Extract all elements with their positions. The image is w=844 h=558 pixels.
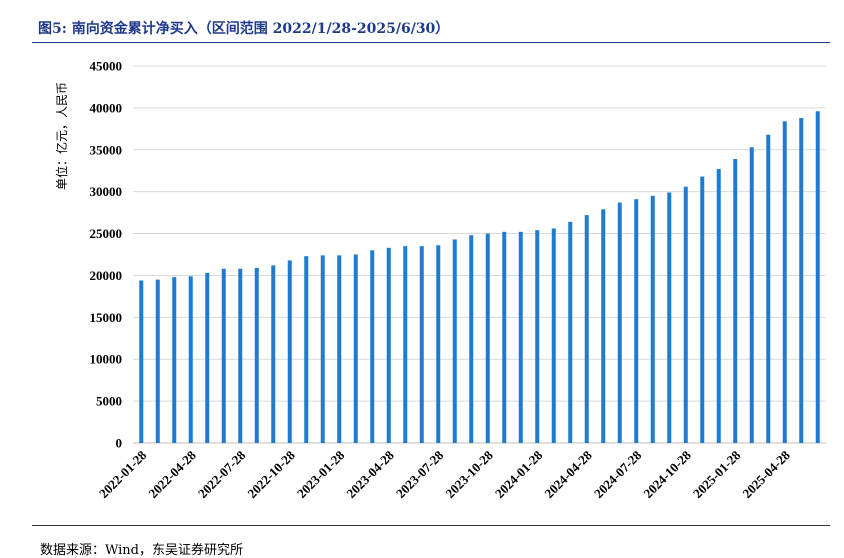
bar xyxy=(485,233,490,443)
bar xyxy=(238,268,243,443)
title-divider xyxy=(32,42,830,43)
x-tick-label: 2022-07-28 xyxy=(195,447,249,501)
bar xyxy=(403,246,408,443)
bar xyxy=(716,169,721,444)
bar xyxy=(304,256,309,443)
bar xyxy=(337,255,342,443)
bar xyxy=(419,246,424,443)
bar xyxy=(815,111,820,444)
bar xyxy=(766,134,771,443)
x-tick-label: 2023-01-28 xyxy=(294,447,348,501)
bar xyxy=(617,202,622,443)
bar xyxy=(667,192,672,443)
bar xyxy=(139,280,144,443)
bar xyxy=(469,235,474,443)
bar xyxy=(386,247,391,443)
bar xyxy=(733,158,738,444)
y-tick-label: 45000 xyxy=(90,59,123,74)
data-source: 数据来源：Wind，东吴证券研究所 xyxy=(40,543,243,558)
bar xyxy=(568,221,573,443)
bar xyxy=(634,199,639,443)
footer-divider xyxy=(32,525,830,526)
bar xyxy=(502,231,507,443)
bar xyxy=(287,260,292,443)
bar xyxy=(683,186,688,443)
x-tick-label: 2024-01-28 xyxy=(492,447,546,501)
bar xyxy=(370,250,375,443)
y-tick-label: 5000 xyxy=(96,394,122,409)
x-tick-label: 2024-04-28 xyxy=(541,447,595,501)
x-tick-label: 2024-10-28 xyxy=(640,447,694,501)
bar xyxy=(650,195,655,443)
x-tick-label: 2024-07-28 xyxy=(591,447,645,501)
bar xyxy=(518,231,523,443)
bar xyxy=(700,176,705,443)
y-tick-label: 40000 xyxy=(90,100,123,115)
bar xyxy=(535,230,540,443)
y-tick-label: 30000 xyxy=(90,184,123,199)
bar xyxy=(221,268,226,443)
bar xyxy=(749,147,754,443)
x-tick-label: 2025-04-28 xyxy=(739,447,793,501)
bar-chart: 0 5000 10000 15000 20000 25000 30000 35000 40000… xyxy=(54,59,826,501)
y-tick-label: 25000 xyxy=(90,226,123,241)
bar xyxy=(436,245,441,443)
y-tick-label: 10000 xyxy=(90,352,123,367)
bar xyxy=(551,228,556,443)
bar xyxy=(782,121,787,443)
bar xyxy=(452,239,457,443)
y-tick-label: 0 xyxy=(116,436,123,451)
bar xyxy=(172,277,177,443)
chart-title: 图5: 南向资金累计净买入（区间范围 2022/1/28-2025/6/30） xyxy=(38,21,450,37)
bar xyxy=(320,255,325,443)
y-tick-label: 15000 xyxy=(90,310,123,325)
bar xyxy=(271,265,276,443)
x-tick-label: 2022-04-28 xyxy=(145,447,199,501)
x-tick-label: 2023-10-28 xyxy=(442,447,496,501)
y-tick-label: 20000 xyxy=(90,268,123,283)
bar xyxy=(353,254,358,443)
x-tick-label: 2022-10-28 xyxy=(244,447,298,501)
y-tick-label: 35000 xyxy=(90,142,123,157)
bar xyxy=(584,215,589,443)
x-tick-label: 2023-04-28 xyxy=(343,447,397,501)
bar xyxy=(601,209,606,443)
x-tick-label: 2023-07-28 xyxy=(393,447,447,501)
bar xyxy=(188,276,193,443)
x-tick-label: 2022-01-28 xyxy=(96,447,150,501)
bar xyxy=(205,272,210,443)
y-axis-label: 单位：亿元，人民币 xyxy=(54,82,69,190)
bar xyxy=(254,267,259,443)
bar xyxy=(155,279,160,443)
bar xyxy=(799,117,804,443)
x-tick-label: 2025-01-28 xyxy=(690,447,744,501)
